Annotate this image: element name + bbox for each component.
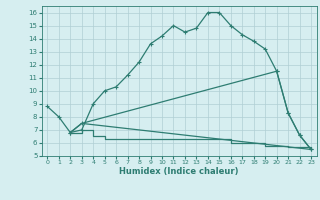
X-axis label: Humidex (Indice chaleur): Humidex (Indice chaleur) (119, 167, 239, 176)
